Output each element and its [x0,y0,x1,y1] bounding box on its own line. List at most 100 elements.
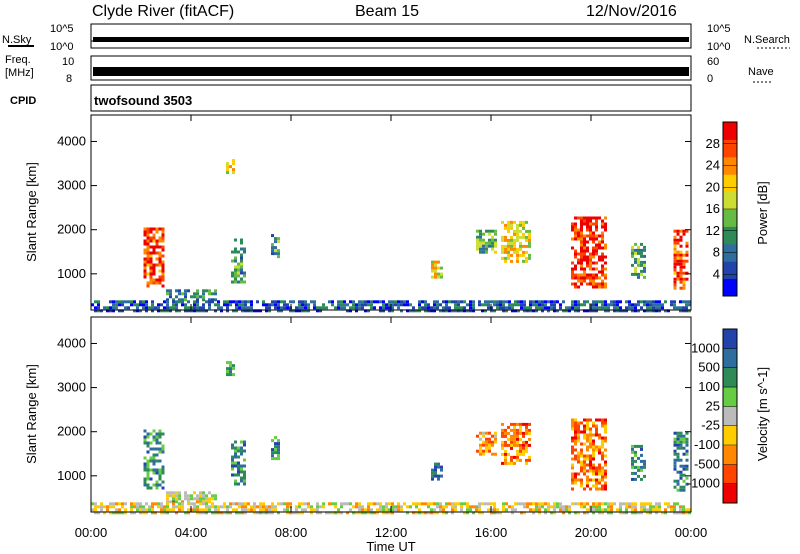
heatmap-cell [478,505,481,509]
heatmap-cell [544,303,547,307]
heatmap-cell [610,511,613,515]
heatmap-cell [604,225,607,229]
heatmap-cell [640,505,643,509]
heatmap-cell [148,508,151,512]
heatmap-cell [358,505,361,509]
heatmap-cell [271,300,274,304]
heatmap-cell [316,502,319,506]
power-y-label: Slant Range [km] [24,162,39,262]
heatmap-cell [237,482,240,486]
heatmap-cell [583,267,586,271]
heatmap-cell [522,253,525,257]
heatmap-cell [607,309,610,313]
heatmap-cell [652,309,655,313]
heatmap-cell [253,309,256,313]
heatmap-cell [577,285,580,289]
heatmap-cell [568,306,571,310]
heatmap-cell [574,481,577,485]
heatmap-cell [161,432,165,436]
heatmap-cell [412,309,415,313]
heatmap-cell [601,457,604,461]
colorbar-swatch [723,406,737,427]
heatmap-cell [178,491,181,495]
heatmap-cell [501,452,504,456]
heatmap-cell [511,309,514,313]
heatmap-cell [535,300,538,304]
heatmap-cell [504,458,507,462]
heatmap-cell [208,500,211,504]
heatmap-cell [136,303,139,307]
heatmap-cell [364,508,367,512]
heatmap-cell [679,508,682,512]
heatmap-cell [580,222,583,226]
heatmap-cell [482,244,485,248]
nsky-trace [93,37,689,42]
heatmap-cell [589,279,592,283]
heatmap-cell [166,306,169,310]
heatmap-cell [307,303,310,307]
heatmap-cell [442,300,445,304]
cpid-program: twofsound 3503 [94,93,192,108]
heatmap-cell [501,256,504,260]
heatmap-cell [583,460,586,464]
heatmap-cell [604,481,607,485]
heatmap-cell [112,303,115,307]
heatmap-cell [592,252,595,256]
heatmap-cell [637,263,640,267]
heatmap-cell [574,225,577,229]
heatmap-cell [685,259,689,263]
heatmap-cell [595,276,598,280]
heatmap-cell [522,226,525,230]
heatmap-cell [265,303,268,307]
heatmap-cell [685,464,689,468]
heatmap-cell [430,502,433,506]
heatmap-cell [310,511,313,515]
heatmap-cell [571,228,574,232]
heatmap-cell [598,472,601,476]
heatmap-cell [115,306,118,310]
heatmap-cell [628,306,631,310]
heatmap-cell [139,309,142,313]
heatmap-cell [274,505,277,509]
heatmap-cell [193,306,196,310]
heatmap-cell [121,303,124,307]
heatmap-cell [161,275,165,279]
heatmap-cell [646,508,649,512]
heatmap-cell [488,443,491,447]
heatmap-cell [440,272,443,276]
heatmap-cell [577,472,580,476]
heatmap-cell [601,219,604,223]
heatmap-cell [434,272,437,276]
heatmap-cell [172,508,175,512]
heatmap-cell [583,505,586,509]
heatmap-cell [100,502,103,506]
heatmap-cell [268,309,271,313]
heatmap-cell [166,309,169,313]
heatmap-cell [250,306,253,310]
heatmap-cell [479,250,482,254]
heatmap-cell [430,508,433,512]
heatmap-cell [586,216,589,220]
heatmap-cell [571,502,574,506]
heatmap-cell [640,468,643,472]
heatmap-cell [580,430,583,434]
heatmap-cell [286,306,289,310]
heatmap-cell [494,440,497,444]
heatmap-cell [676,455,680,459]
heatmap-cell [283,303,286,307]
heatmap-cell [510,422,513,426]
heatmap-cell [431,266,434,270]
heatmap-cell [673,431,677,435]
heatmap-cell [574,300,577,304]
heatmap-cell [202,508,205,512]
heatmap-cell [519,428,522,432]
heatmap-cell [155,245,159,249]
heatmap-cell [157,309,160,313]
heatmap-cell [637,444,640,448]
heatmap-cell [434,260,437,264]
heatmap-cell [457,502,460,506]
heatmap-cell [658,502,661,506]
heatmap-cell [240,265,243,269]
heatmap-cell [580,252,583,256]
heatmap-cell [118,303,121,307]
